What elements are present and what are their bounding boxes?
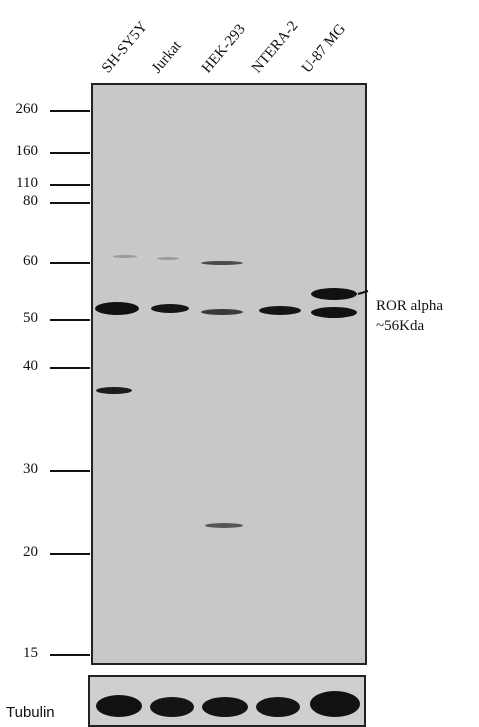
mw-marker-110: 110 (16, 175, 38, 191)
mw-tick (50, 553, 90, 555)
mw-marker-60: 60 (23, 253, 38, 269)
band-u87mg-lower (311, 307, 357, 318)
loading-control-label: Tubulin (6, 704, 55, 721)
faint-band (157, 257, 179, 260)
band-sh-sy5y-main (95, 302, 139, 315)
band-hek293-lower (205, 523, 243, 528)
mw-tick (50, 262, 90, 264)
lane-label-sh-sy5y: SH-SY5Y (98, 18, 151, 77)
mw-marker-15: 15 (23, 645, 38, 661)
mw-marker-260: 260 (15, 101, 39, 117)
band-u87mg-upper (311, 288, 357, 300)
band-hek293-main (201, 309, 243, 315)
mw-marker-30: 30 (23, 461, 38, 477)
mw-marker-160: 160 (15, 143, 39, 159)
tubulin-band (202, 697, 248, 717)
mw-tick (50, 470, 90, 472)
mw-tick (50, 110, 90, 112)
band-marker-arrow (357, 290, 369, 295)
mw-marker-40: 40 (23, 358, 38, 374)
mw-tick (50, 319, 90, 321)
mw-marker-50: 50 (23, 310, 38, 326)
mw-tick (50, 184, 90, 186)
tubulin-band (96, 695, 142, 717)
lane-label-jurkat: Jurkat (148, 37, 185, 77)
blot-membrane (91, 83, 367, 665)
tubulin-band (256, 697, 300, 717)
lane-label-u87mg: U-87 MG (298, 21, 349, 77)
faint-band (113, 255, 137, 258)
lane-label-hek-293: HEK-293 (198, 21, 249, 77)
lane-label-ntera-2: NTERA-2 (248, 18, 302, 77)
mw-tick (50, 202, 90, 204)
loading-control-blot (88, 675, 366, 727)
tubulin-band (310, 691, 360, 717)
faint-band (201, 261, 243, 265)
annotation-protein: ROR alpha (376, 298, 444, 314)
annotation-size: ~56Kda (376, 318, 425, 334)
mw-marker-20: 20 (23, 544, 38, 560)
target-annotation: ROR alpha ~56Kda (376, 296, 443, 336)
band-jurkat-main (151, 304, 189, 313)
mw-tick (50, 654, 90, 656)
tubulin-band (150, 697, 194, 717)
mw-marker-80: 80 (23, 193, 38, 209)
band-ntera2-main (259, 306, 301, 315)
mw-tick (50, 367, 90, 369)
mw-tick (50, 152, 90, 154)
band-sh-sy5y-lower (96, 387, 132, 394)
